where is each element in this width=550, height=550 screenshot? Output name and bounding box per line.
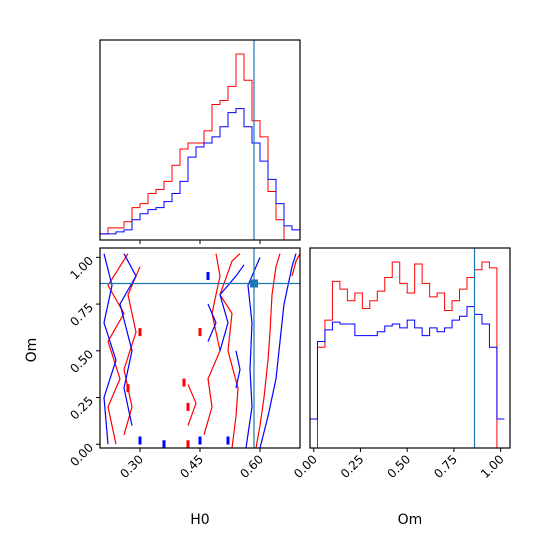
contour-line-6 <box>187 384 197 426</box>
contour-island-1-2 <box>182 378 186 387</box>
contour-line-13 <box>207 303 217 342</box>
contour-line-11 <box>103 253 117 445</box>
contour-line-12 <box>119 253 137 426</box>
h0-histogram-panel <box>99 39 301 244</box>
contour-line-14 <box>235 350 241 389</box>
contour-line-3 <box>203 253 221 436</box>
contour-island-2-1 <box>162 440 166 448</box>
om-histogram-series-2 <box>310 306 505 448</box>
y-axis-label-om: Om <box>24 338 40 363</box>
contour-line-10 <box>219 264 245 351</box>
contour-island-1-1 <box>126 384 130 393</box>
h0-histogram-series-1 <box>100 53 300 240</box>
contour-line-4 <box>107 253 129 445</box>
om-histogram-frame <box>309 247 511 449</box>
contour-line-7 <box>291 253 300 277</box>
contour-line-5 <box>123 266 141 436</box>
contour-island-2-5 <box>226 436 230 445</box>
contour-island-1-3 <box>186 402 190 411</box>
h0-histogram-series-2 <box>100 108 300 240</box>
truth-marker <box>250 279 258 288</box>
contour-island-1-4 <box>186 440 190 448</box>
contour-island-2-3 <box>206 272 210 281</box>
om-histogram-series-1 <box>310 261 505 448</box>
contour-line-2 <box>219 253 241 448</box>
contour-line-8 <box>259 253 297 448</box>
contour-island-1-5 <box>198 328 202 337</box>
x-axis-label-om: Om <box>398 512 423 528</box>
contour-island-2-2 <box>198 436 202 445</box>
contour-line-1 <box>255 253 281 448</box>
contour-island-2-4 <box>138 436 142 445</box>
contour-island-1-6 <box>138 328 142 337</box>
x-axis-label-h0: H0 <box>190 512 209 528</box>
